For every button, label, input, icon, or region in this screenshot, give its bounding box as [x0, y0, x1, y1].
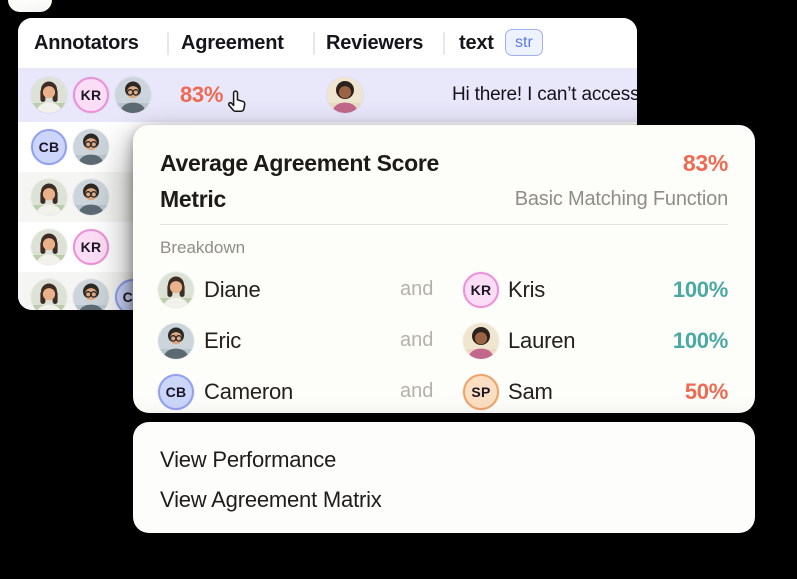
annotators-avatar-group: KR	[31, 77, 151, 113]
avatar-kris: KR	[73, 77, 109, 113]
avatar-cameron: CB	[31, 129, 67, 165]
annotator-b-name: Kris	[508, 276, 546, 302]
annotator-b-name: Sam	[508, 378, 553, 404]
breakdown-label: Breakdown	[160, 238, 246, 257]
pair-agreement-value: 50%	[684, 378, 728, 404]
avatar-lauren	[327, 77, 363, 113]
column-header-agreement[interactable]: Agreement	[181, 31, 284, 54]
avatar-eric	[73, 179, 109, 215]
agreement-score-cell[interactable]: 83%	[180, 82, 224, 107]
annotators-avatar-group: CB	[31, 129, 109, 165]
cursor-pointer-icon	[223, 89, 250, 118]
column-divider	[167, 32, 169, 55]
column-divider	[313, 32, 315, 55]
popup-metric-value: Basic Matching Function	[514, 187, 728, 210]
popup-metric-label: Metric	[160, 185, 226, 212]
avatar-cameron: CB	[158, 373, 194, 410]
avatar-eric	[73, 279, 109, 310]
pair-agreement-value: 100%	[672, 327, 728, 353]
actions-menu-card: View Performance View Agreement Matrix	[133, 422, 755, 533]
annotators-avatar-group: KR	[31, 229, 109, 265]
popup-header: Average Agreement Score 83% Metric Basic…	[133, 125, 755, 217]
annotator-a-name: Cameron	[204, 378, 294, 404]
annotators-avatar-group	[31, 179, 109, 215]
avatar-diane	[31, 77, 67, 113]
breakdown-row: CB Cameron and SP Sam 50%	[158, 366, 728, 413]
avatar-eric	[73, 129, 109, 165]
popup-average-score: 83%	[682, 149, 728, 176]
column-divider	[443, 32, 445, 55]
column-type-badge-str: str	[505, 29, 543, 56]
breakdown-row: Diane and KR Kris 100%	[158, 264, 728, 315]
avatar-diane	[158, 271, 194, 308]
reviewer-avatar-cell	[327, 77, 363, 113]
annotator-b-name: Lauren	[508, 327, 576, 353]
menu-item-view-performance[interactable]: View Performance	[160, 447, 337, 472]
popup-divider	[160, 224, 728, 225]
avatar-eric	[158, 322, 194, 359]
agreement-detail-popup: Average Agreement Score 83% Metric Basic…	[133, 125, 755, 413]
avatar-kris: KR	[73, 229, 109, 265]
breakdown-row: Eric and Lauren 100%	[158, 315, 728, 366]
avatar-diane	[31, 279, 67, 310]
column-header-annotators[interactable]: Annotators	[34, 31, 139, 54]
and-label: and	[400, 329, 434, 351]
annotator-a-name: Eric	[204, 327, 242, 353]
popup-title: Average Agreement Score	[160, 149, 440, 176]
breakdown-list: Diane and KR Kris 100% Eric and Lauren 100% CB Cam…	[133, 258, 755, 413]
pair-agreement-value: 100%	[672, 276, 728, 302]
menu-item-view-agreement-matrix[interactable]: View Agreement Matrix	[160, 487, 382, 512]
avatar-diane	[31, 179, 67, 215]
column-header-text[interactable]: text	[459, 31, 494, 54]
background-card-corner	[8, 0, 52, 12]
annotator-a-name: Diane	[204, 276, 261, 302]
and-label: and	[400, 278, 434, 300]
avatar-kris: KR	[463, 271, 499, 308]
task-text-cell: Hi there! I can’t access spre	[452, 84, 637, 105]
avatar-lauren	[463, 322, 499, 359]
and-label: and	[400, 380, 434, 402]
avatar-sam: SP	[463, 373, 499, 410]
avatar-diane	[31, 229, 67, 265]
avatar-eric	[115, 77, 151, 113]
table-header-row: Annotators Agreement Reviewers text str	[18, 18, 637, 68]
table-row-selected[interactable]: KR 83% Hi there! I can’t access spre	[18, 68, 637, 122]
column-header-reviewers[interactable]: Reviewers	[326, 31, 424, 54]
